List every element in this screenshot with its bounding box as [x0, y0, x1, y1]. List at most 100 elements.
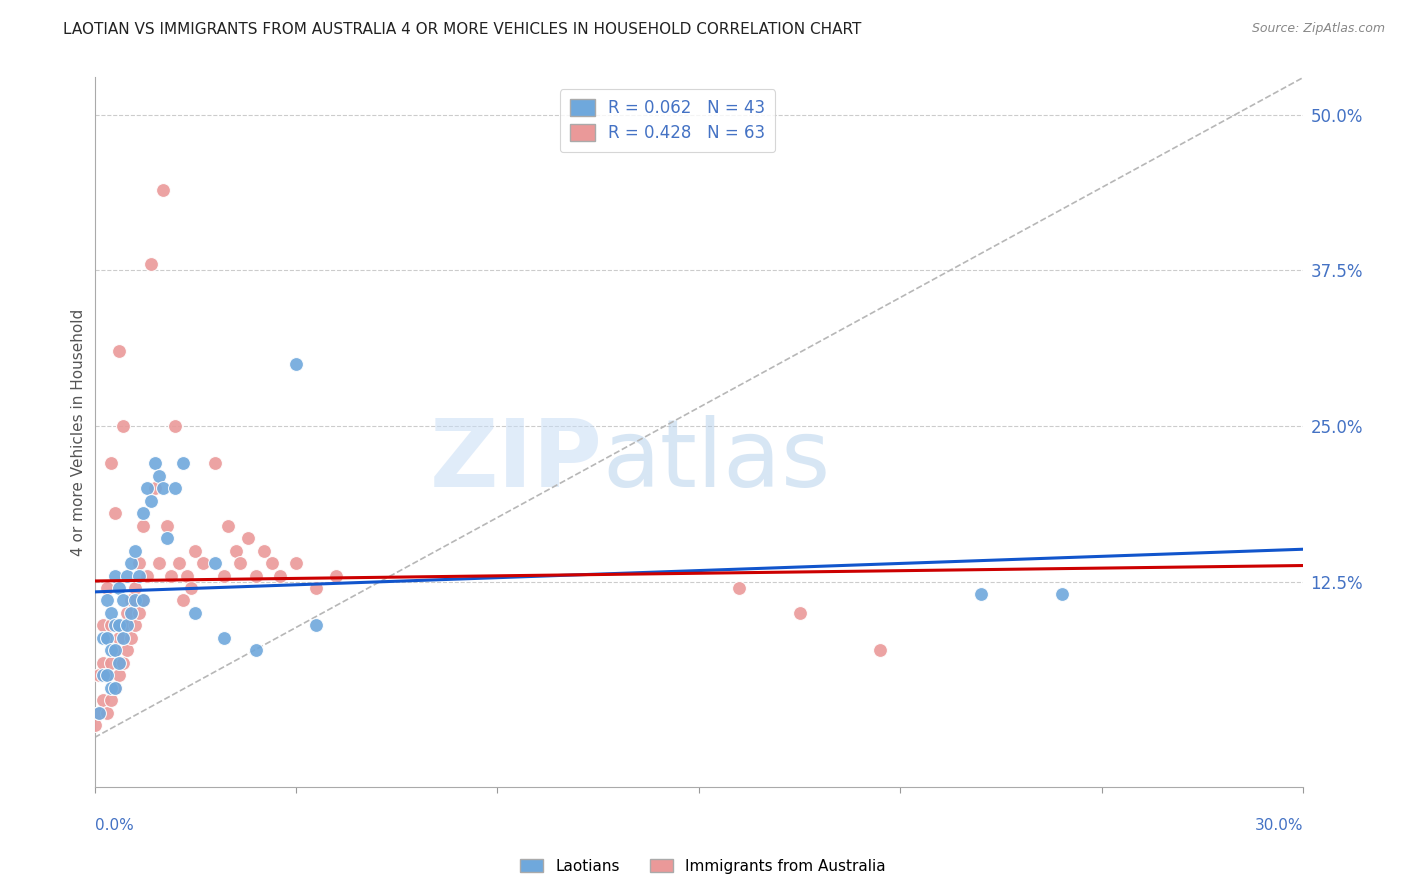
- Point: [139, 493, 162, 508]
- Text: 0.0%: 0.0%: [94, 818, 134, 833]
- Point: [104, 506, 127, 520]
- Point: [132, 518, 155, 533]
- Point: [107, 631, 129, 645]
- Point: [789, 606, 811, 620]
- Point: [104, 681, 127, 695]
- Point: [184, 606, 207, 620]
- Point: [100, 693, 122, 707]
- Text: atlas: atlas: [602, 415, 831, 507]
- Point: [120, 606, 142, 620]
- Point: [253, 543, 276, 558]
- Point: [160, 568, 183, 582]
- Point: [285, 556, 308, 570]
- Point: [111, 593, 134, 607]
- Point: [128, 568, 150, 582]
- Point: [111, 618, 134, 632]
- Point: [96, 668, 118, 682]
- Point: [115, 568, 138, 582]
- Point: [96, 668, 118, 682]
- Point: [970, 587, 993, 601]
- Point: [156, 531, 179, 545]
- Point: [104, 681, 127, 695]
- Point: [165, 419, 187, 434]
- Point: [104, 618, 127, 632]
- Point: [128, 556, 150, 570]
- Point: [132, 593, 155, 607]
- Point: [96, 631, 118, 645]
- Point: [111, 631, 134, 645]
- Point: [87, 668, 110, 682]
- Point: [111, 419, 134, 434]
- Point: [128, 606, 150, 620]
- Y-axis label: 4 or more Vehicles in Household: 4 or more Vehicles in Household: [72, 309, 86, 556]
- Point: [124, 593, 146, 607]
- Point: [91, 668, 114, 682]
- Point: [172, 593, 194, 607]
- Point: [132, 593, 155, 607]
- Point: [115, 618, 138, 632]
- Text: LAOTIAN VS IMMIGRANTS FROM AUSTRALIA 4 OR MORE VEHICLES IN HOUSEHOLD CORRELATION: LAOTIAN VS IMMIGRANTS FROM AUSTRALIA 4 O…: [63, 22, 862, 37]
- Point: [83, 718, 105, 732]
- Point: [124, 618, 146, 632]
- Point: [107, 344, 129, 359]
- Point: [139, 257, 162, 271]
- Point: [124, 581, 146, 595]
- Point: [204, 556, 226, 570]
- Point: [107, 656, 129, 670]
- Point: [184, 543, 207, 558]
- Point: [104, 643, 127, 657]
- Point: [728, 581, 751, 595]
- Point: [107, 581, 129, 595]
- Point: [148, 469, 170, 483]
- Point: [87, 706, 110, 720]
- Point: [204, 457, 226, 471]
- Point: [236, 531, 259, 545]
- Point: [176, 568, 198, 582]
- Point: [217, 518, 239, 533]
- Point: [100, 643, 122, 657]
- Point: [132, 506, 155, 520]
- Point: [120, 556, 142, 570]
- Point: [305, 581, 328, 595]
- Point: [156, 518, 179, 533]
- Point: [96, 706, 118, 720]
- Point: [96, 631, 118, 645]
- Point: [245, 643, 267, 657]
- Point: [172, 457, 194, 471]
- Point: [212, 631, 235, 645]
- Point: [1050, 587, 1073, 601]
- Point: [124, 543, 146, 558]
- Point: [100, 606, 122, 620]
- Point: [120, 593, 142, 607]
- Point: [269, 568, 291, 582]
- Point: [107, 668, 129, 682]
- Point: [165, 482, 187, 496]
- Point: [104, 643, 127, 657]
- Point: [136, 568, 159, 582]
- Point: [96, 593, 118, 607]
- Point: [100, 618, 122, 632]
- Point: [91, 631, 114, 645]
- Point: [143, 482, 166, 496]
- Point: [143, 457, 166, 471]
- Point: [91, 693, 114, 707]
- Point: [87, 706, 110, 720]
- Point: [100, 681, 122, 695]
- Point: [245, 568, 267, 582]
- Point: [260, 556, 283, 570]
- Point: [869, 643, 891, 657]
- Text: Source: ZipAtlas.com: Source: ZipAtlas.com: [1251, 22, 1385, 36]
- Point: [111, 656, 134, 670]
- Point: [167, 556, 190, 570]
- Text: ZIP: ZIP: [429, 415, 602, 507]
- Legend: Laotians, Immigrants from Australia: Laotians, Immigrants from Australia: [515, 853, 891, 880]
- Point: [91, 656, 114, 670]
- Point: [285, 357, 308, 371]
- Point: [193, 556, 215, 570]
- Point: [100, 457, 122, 471]
- Point: [225, 543, 247, 558]
- Point: [148, 556, 170, 570]
- Point: [228, 556, 250, 570]
- Point: [96, 581, 118, 595]
- Legend: R = 0.062   N = 43, R = 0.428   N = 63: R = 0.062 N = 43, R = 0.428 N = 63: [560, 89, 775, 153]
